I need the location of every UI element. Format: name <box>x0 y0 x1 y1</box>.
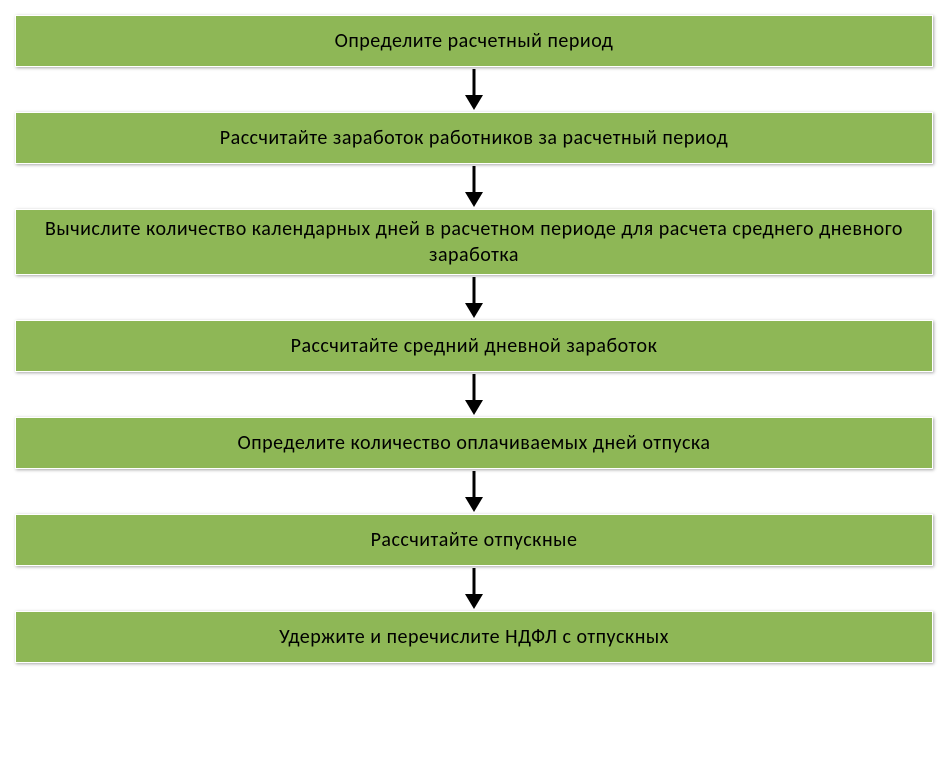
flow-step-6: Рассчитайте отпускные <box>15 514 933 566</box>
flow-arrow-6 <box>459 566 489 611</box>
flow-step-1: Определите расчетный период <box>15 15 933 67</box>
flow-step-5: Определите количество оплачиваемых дней … <box>15 417 933 469</box>
flow-step-7: Удержите и перечислите НДФЛ с отпускных <box>15 611 933 663</box>
flow-arrow-2 <box>459 164 489 209</box>
flow-arrow-4 <box>459 372 489 417</box>
flow-arrow-5 <box>459 469 489 514</box>
flow-step-4: Рассчитайте средний дневной заработок <box>15 320 933 372</box>
flow-step-3: Вычислите количество календарных дней в … <box>15 209 933 275</box>
flow-arrow-3 <box>459 275 489 320</box>
flowchart-container: Определите расчетный период Рассчитайте з… <box>15 15 933 663</box>
flow-arrow-1 <box>459 67 489 112</box>
flow-step-2: Рассчитайте заработок работников за расч… <box>15 112 933 164</box>
